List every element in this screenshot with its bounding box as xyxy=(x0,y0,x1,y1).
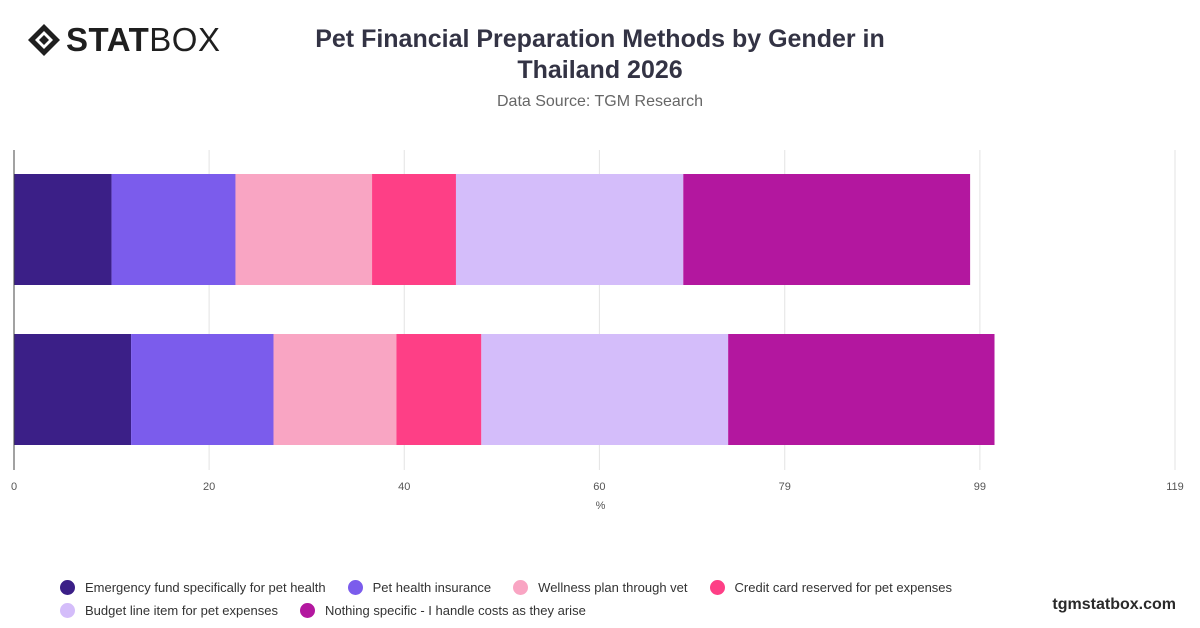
bar-segment[interactable] xyxy=(235,174,373,285)
chart-legend: Emergency fund specifically for pet heal… xyxy=(60,580,1160,618)
legend-item[interactable]: Wellness plan through vet xyxy=(513,580,688,595)
chart-title-line-1: Pet Financial Preparation Methods by Gen… xyxy=(315,25,885,53)
legend-label: Emergency fund specifically for pet heal… xyxy=(85,580,326,595)
legend-item[interactable]: Emergency fund specifically for pet heal… xyxy=(60,580,326,595)
bar-segment[interactable] xyxy=(728,334,995,445)
bar-segment[interactable] xyxy=(131,334,274,445)
legend-label: Pet health insurance xyxy=(372,580,492,595)
legend-dot-icon xyxy=(60,603,75,618)
chart-subtitle: Data Source: TGM Research xyxy=(496,93,703,110)
bar-segment[interactable] xyxy=(111,174,236,285)
legend-dot-icon xyxy=(709,580,725,595)
legend-dot-icon xyxy=(299,603,315,618)
x-tick-label: 0 xyxy=(11,481,17,493)
bar-segment[interactable] xyxy=(14,174,112,285)
bars xyxy=(14,174,995,445)
x-tick-label: 79 xyxy=(779,481,791,493)
x-tick-label: 20 xyxy=(203,481,215,493)
legend-item[interactable]: Nothing specific - I handle costs as the… xyxy=(299,603,586,618)
bar-segment[interactable] xyxy=(14,334,132,445)
bar-segment[interactable] xyxy=(455,174,684,285)
x-axis-title: % xyxy=(596,500,606,512)
bar-segment[interactable] xyxy=(273,334,397,445)
logo-text: STATBOX xyxy=(66,22,220,58)
legend-label: Nothing specific - I handle costs as the… xyxy=(324,603,586,618)
legend-dot-icon xyxy=(347,580,363,595)
legend-item[interactable]: Pet health insurance xyxy=(347,580,492,595)
chart-title: Pet Financial Preparation Methods by Gen… xyxy=(300,24,900,86)
bar-segment[interactable] xyxy=(683,174,971,285)
bar-segment[interactable] xyxy=(372,174,456,285)
legend-label: Credit card reserved for pet expenses xyxy=(734,580,953,595)
x-tick-label: 119 xyxy=(1166,481,1184,493)
legend-dot-icon xyxy=(513,580,529,595)
legend-label: Wellness plan through vet xyxy=(538,580,688,595)
axes: 0 20 40 60 79 99 119% xyxy=(11,150,1184,512)
legend-dot-icon xyxy=(60,580,75,595)
chart-title-line-2: Thailand 2026 xyxy=(517,56,683,84)
legend-label: Budget line item for pet expenses xyxy=(85,603,278,618)
x-tick-label: 99 xyxy=(974,481,986,493)
diamond-logo-icon xyxy=(28,24,60,56)
x-tick-label: 60 xyxy=(593,481,605,493)
legend-item[interactable]: Budget line item for pet expenses xyxy=(60,603,278,618)
logo-text-light: BOX xyxy=(149,21,221,58)
logo-text-bold: STAT xyxy=(66,21,150,58)
legend-item[interactable]: Credit card reserved for pet expenses xyxy=(709,580,953,595)
x-tick-label: 40 xyxy=(398,481,410,493)
watermark: tgmstatbox.com xyxy=(1052,596,1176,613)
bar-segment[interactable] xyxy=(396,334,482,445)
bar-segment[interactable] xyxy=(481,334,729,445)
statbox-logo: STATBOX xyxy=(26,22,220,58)
